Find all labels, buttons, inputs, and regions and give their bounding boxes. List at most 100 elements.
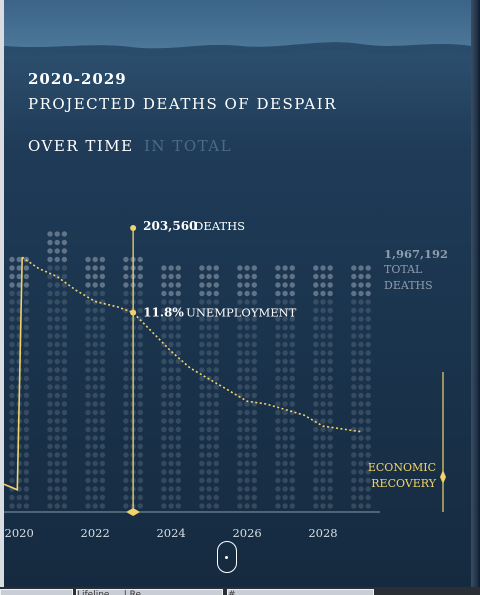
death-dot: [9, 299, 15, 305]
death-dot: [351, 358, 357, 365]
death-dot: [54, 316, 60, 322]
death-dot: [313, 443, 319, 450]
death-dot: [54, 401, 60, 407]
death-dot: [175, 375, 181, 382]
total-deaths-label-line1: TOTAL: [384, 263, 423, 276]
death-dot: [99, 435, 106, 441]
death-dot: [313, 426, 319, 433]
death-dot: [358, 477, 364, 484]
death-dot: [213, 435, 219, 441]
taskbar-item-1[interactable]: Lifeline ... | Re...: [76, 589, 223, 595]
death-dot: [237, 477, 243, 484]
death-dot: [365, 435, 371, 441]
tab-in-total[interactable]: IN TOTAL: [144, 137, 233, 155]
death-dot: [351, 290, 357, 297]
death-dot: [175, 290, 181, 297]
death-dot: [275, 290, 281, 297]
death-dot: [244, 273, 250, 280]
death-dot: [327, 350, 333, 356]
death-dot: [313, 486, 319, 492]
death-dot: [16, 350, 22, 356]
death-dot: [61, 375, 68, 382]
death-dot: [244, 333, 250, 339]
death-dot: [213, 426, 219, 433]
death-dot: [244, 265, 250, 271]
death-dot: [251, 299, 257, 305]
death-dot: [23, 350, 30, 356]
death-dot: [251, 384, 257, 390]
death-dot: [61, 367, 68, 373]
death-dot: [282, 324, 288, 331]
death-dot: [365, 452, 371, 458]
death-dot: [168, 503, 174, 509]
death-dot: [137, 494, 143, 501]
death-dot: [244, 435, 250, 441]
death-dot: [9, 324, 15, 331]
death-dot: [289, 401, 295, 407]
death-dot: [351, 350, 357, 356]
year-marker-handle[interactable]: [126, 508, 141, 516]
death-dot: [206, 460, 212, 467]
death-dot: [313, 307, 319, 314]
death-dot: [282, 435, 288, 441]
death-dot: [47, 375, 53, 382]
death-dot: [213, 486, 219, 492]
death-dot: [85, 418, 91, 424]
death-dot: [123, 503, 129, 509]
death-dot: [92, 273, 98, 280]
death-dot: [320, 469, 326, 475]
tab-over-time[interactable]: OVER TIME: [28, 137, 134, 155]
death-dot: [320, 341, 326, 348]
death-dot: [161, 477, 167, 484]
death-dot: [54, 248, 60, 254]
death-dot: [47, 460, 53, 467]
death-dot: [161, 503, 167, 509]
death-dot: [282, 460, 288, 467]
death-dot: [168, 358, 174, 365]
death-dot: [23, 299, 30, 305]
taskbar-item-blank[interactable]: [0, 589, 73, 595]
death-dot: [365, 333, 371, 339]
death-dot: [23, 494, 30, 501]
death-dot: [237, 409, 243, 416]
death-dot: [61, 324, 68, 331]
death-dot: [327, 324, 333, 331]
death-dot: [206, 316, 212, 322]
death-dot: [282, 375, 288, 382]
death-dot: [47, 324, 53, 331]
death-dot: [161, 333, 167, 339]
death-dot: [327, 392, 333, 399]
death-dot: [161, 299, 167, 305]
death-dot: [168, 367, 174, 373]
death-dot: [213, 460, 219, 467]
death-dot: [199, 469, 205, 475]
death-dot: [137, 367, 143, 373]
death-dot: [282, 477, 288, 484]
death-dot: [320, 324, 326, 331]
death-dot: [99, 384, 106, 390]
death-dot: [327, 469, 333, 475]
death-dot: [313, 401, 319, 407]
death-dot: [320, 333, 326, 339]
death-dot: [206, 265, 212, 271]
death-dot: [365, 486, 371, 492]
death-dot: [175, 435, 181, 441]
deaths-dot-grid: [9, 231, 371, 509]
death-dot: [358, 443, 364, 450]
death-dot: [123, 426, 129, 433]
death-dot: [168, 375, 174, 382]
death-dot: [61, 333, 68, 339]
death-dot: [327, 486, 333, 492]
death-dot: [365, 443, 371, 450]
death-dot: [61, 239, 68, 246]
death-dot: [282, 469, 288, 475]
death-dot: [123, 256, 129, 263]
death-dot: [282, 384, 288, 390]
death-dot: [137, 265, 143, 271]
death-dot: [213, 384, 219, 390]
death-dot: [206, 392, 212, 399]
scroll-indicator[interactable]: [217, 541, 237, 573]
death-dot: [175, 273, 181, 280]
taskbar-item-2[interactable]: #...: [227, 589, 374, 595]
death-dot: [313, 409, 319, 416]
